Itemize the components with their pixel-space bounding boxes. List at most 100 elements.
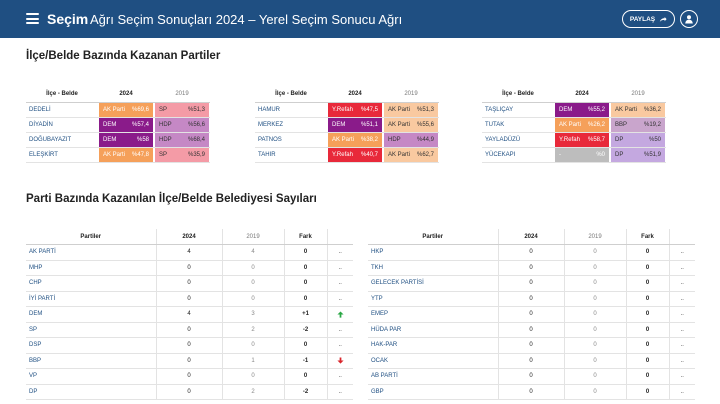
party-result-badge: DEM %55,2 [555, 102, 609, 117]
party-link[interactable]: DEM [26, 306, 156, 323]
place-link[interactable]: MERKEZ [255, 117, 327, 133]
party-link[interactable]: OCAK [368, 353, 498, 369]
party-result-badge: AK Parti %36,2 [611, 102, 665, 117]
vote-percentage: %58,7 [587, 136, 605, 143]
party-link[interactable]: AK PARTİ [26, 244, 156, 261]
vote-percentage: %0 [596, 151, 605, 158]
party-link[interactable]: MHP [26, 260, 156, 276]
result-cell-19: HDP %44,9 [383, 132, 439, 148]
winners-row: TAHIR Y.Refah %40,7 AK Parti %62,7 [255, 147, 439, 163]
result-cell-24: - %0 [554, 147, 610, 163]
count-diff: 0 [625, 322, 669, 338]
party-link[interactable]: CHP [26, 275, 156, 292]
party-link[interactable]: TKH [368, 260, 498, 276]
party-name: AK Parti [559, 121, 582, 128]
share-button[interactable]: PAYLAŞ [622, 10, 675, 28]
party-name: AK Parti [388, 106, 411, 113]
vote-percentage: %47,5 [360, 106, 378, 113]
count-diff: 0 [283, 291, 327, 307]
arrow-up-icon [337, 311, 344, 318]
user-button[interactable] [680, 10, 698, 28]
brand-logo[interactable]: Seçim [47, 11, 89, 27]
result-cell-19: HDP %56,6 [154, 117, 210, 133]
counts-row: GBP 0 0 0.. [368, 384, 695, 400]
place-link[interactable]: TAŞLIÇAY [482, 102, 554, 118]
trend-neutral: .. [326, 322, 353, 338]
counts-row: YTP 0 0 0.. [368, 291, 695, 307]
party-link[interactable]: HKP [368, 244, 498, 261]
count-2024: 0 [155, 275, 222, 292]
place-link[interactable]: TUTAK [482, 117, 554, 133]
count-2024: 4 [155, 306, 222, 323]
result-cell-19: HDP %68,4 [154, 132, 210, 148]
party-result-badge: HDP %68,4 [155, 132, 209, 147]
counts-section-title: Parti Bazında Kazanılan İlçe/Belde Beled… [26, 193, 317, 205]
party-name: SP [159, 106, 168, 113]
party-result-badge: AK Parti %26,2 [555, 117, 609, 132]
place-link[interactable]: ELEŞKİRT [26, 147, 98, 163]
party-link[interactable]: EMEP [368, 306, 498, 323]
place-link[interactable]: HAMUR [255, 102, 327, 118]
party-link[interactable]: DP [26, 384, 156, 400]
count-2019: 0 [563, 244, 626, 261]
party-link[interactable]: HAK-PAR [368, 337, 498, 354]
counts-row: DP 0 2 -2.. [26, 384, 353, 400]
counts-row: MHP 0 0 0.. [26, 260, 353, 276]
count-2019: 0 [563, 322, 626, 338]
place-link[interactable]: DOĞUBAYAZIT [26, 132, 98, 148]
menu-icon[interactable] [26, 13, 39, 24]
party-name: AK Parti [615, 106, 638, 113]
party-name: AK Parti [332, 136, 355, 143]
vote-percentage: %58 [136, 136, 149, 143]
top-bar: Seçim Ağrı Seçim Sonuçları 2024 – Yerel … [0, 0, 720, 38]
party-link[interactable]: HÜDA PAR [368, 322, 498, 338]
party-link[interactable]: AB PARTİ [368, 368, 498, 385]
winners-table: İlçe - Belde 2024 2019 HAMUR Y.Refah %47,5 AK … [255, 87, 439, 163]
counts-row: CHP 0 0 0.. [26, 275, 353, 292]
count-2024: 0 [497, 244, 564, 261]
column-header-2024: 2024 [497, 229, 564, 245]
place-link[interactable]: DEDELİ [26, 102, 98, 118]
count-2019: 0 [563, 368, 626, 385]
party-link[interactable]: GELECEK PARTİSİ [368, 275, 498, 292]
place-link[interactable]: YÜCEKAPI [482, 147, 554, 163]
vote-percentage: %36,2 [643, 106, 661, 113]
count-diff: -2 [283, 322, 327, 338]
party-result-badge: Y.Refah %47,5 [328, 102, 382, 117]
party-name: AK Parti [388, 151, 411, 158]
party-link[interactable]: İYİ PARTİ [26, 291, 156, 307]
place-link[interactable]: YAYLADÜZÜ [482, 132, 554, 148]
count-2024: 0 [155, 337, 222, 354]
result-cell-19: BBP %19,2 [610, 117, 666, 133]
count-2024: 0 [497, 306, 564, 323]
party-name: DP [615, 136, 624, 143]
party-link[interactable]: GBP [368, 384, 498, 400]
party-result-badge: DP %51,9 [611, 147, 665, 162]
winners-row: DOĞUBAYAZIT DEM %58 HDP %68,4 [26, 132, 210, 148]
party-name: DP [615, 151, 624, 158]
winners-row: YÜCEKAPI - %0 DP %51,9 [482, 147, 666, 163]
vote-percentage: %55,6 [416, 121, 434, 128]
trend-up [326, 306, 353, 323]
party-name: HDP [388, 136, 401, 143]
place-link[interactable]: DİYADİN [26, 117, 98, 133]
count-diff: -2 [283, 384, 327, 400]
page-title: Ağrı Seçim Sonuçları 2024 – Yerel Seçim … [90, 12, 403, 27]
trend-neutral: .. [326, 291, 353, 307]
party-link[interactable]: SP [26, 322, 156, 338]
party-link[interactable]: VP [26, 368, 156, 385]
count-2019: 2 [221, 322, 284, 338]
place-link[interactable]: PATNOS [255, 132, 327, 148]
count-diff: 0 [625, 306, 669, 323]
column-header-party: Partiler [26, 229, 156, 245]
result-cell-19: DP %50 [610, 132, 666, 148]
count-2019: 0 [221, 275, 284, 292]
party-link[interactable]: DSP [26, 337, 156, 354]
place-link[interactable]: TAHIR [255, 147, 327, 163]
party-link[interactable]: BBP [26, 353, 156, 369]
party-result-badge: AK Parti %62,7 [384, 147, 438, 162]
winners-row: HAMUR Y.Refah %47,5 AK Parti %51,3 [255, 102, 439, 118]
party-link[interactable]: YTP [368, 291, 498, 307]
trend-neutral: .. [668, 291, 695, 307]
count-2024: 0 [497, 337, 564, 354]
